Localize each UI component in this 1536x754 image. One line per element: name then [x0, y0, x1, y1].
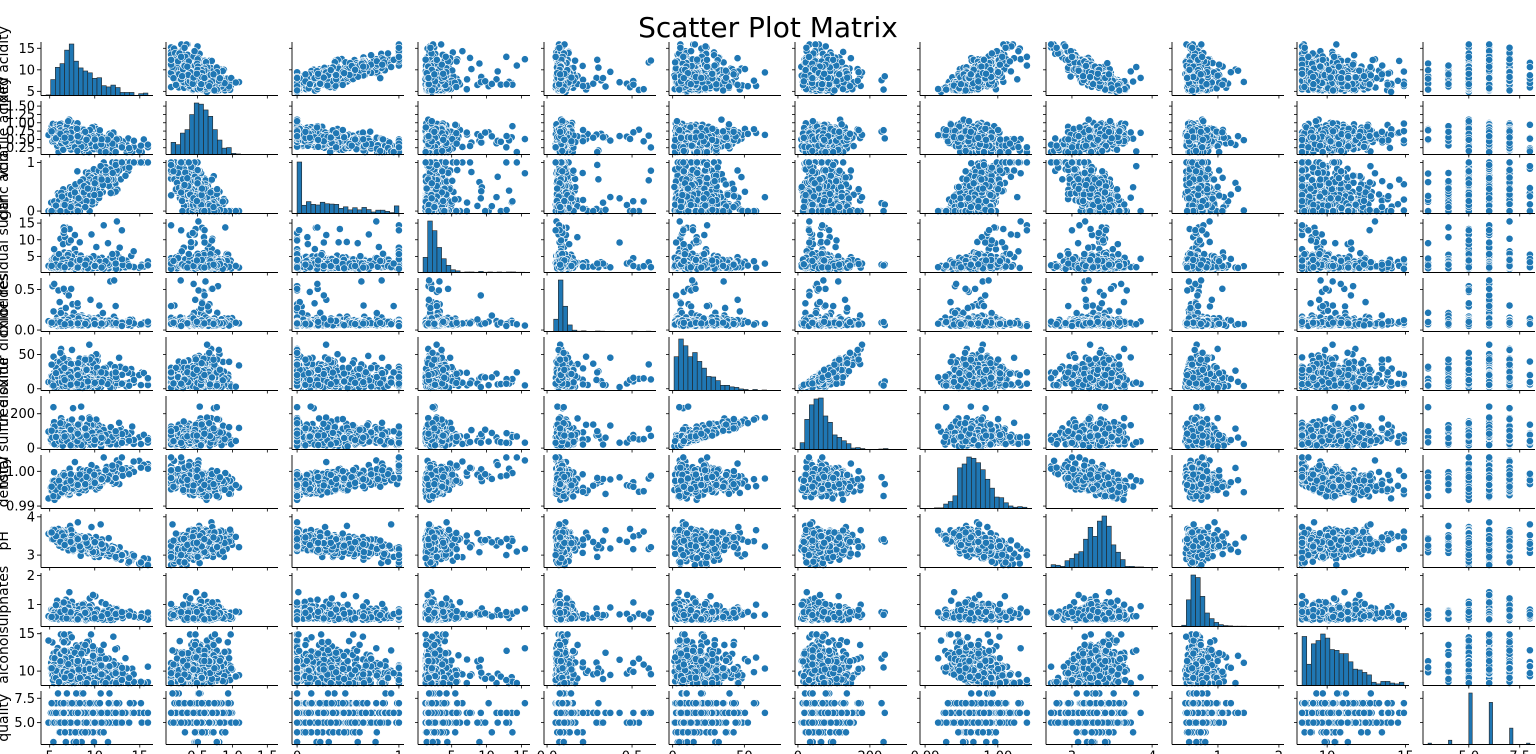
y-tick-label: 5	[27, 85, 35, 100]
scatter-point	[352, 66, 359, 73]
scatter-point	[367, 52, 374, 59]
histogram-bar	[92, 78, 97, 95]
histogram-bar	[106, 87, 111, 96]
histogram-bar	[120, 92, 125, 95]
scatter-point	[232, 79, 239, 86]
scatter-point	[379, 61, 386, 68]
scatter-point	[211, 87, 218, 94]
scatter-point	[210, 71, 217, 78]
histogram-bar	[74, 61, 79, 95]
scatter-point	[193, 70, 200, 77]
histogram-bar	[111, 85, 116, 95]
y-tick-label: 15	[18, 42, 35, 57]
scatter-point	[384, 50, 391, 57]
histogram-bar	[55, 67, 60, 95]
y-tick-label: 10	[18, 63, 35, 78]
scatter-point	[314, 70, 321, 77]
histogram-bar	[102, 86, 107, 96]
histogram-bar	[60, 64, 65, 96]
scatter-point	[327, 66, 334, 73]
histogram-bar	[97, 78, 102, 96]
panel-fixed-acidity-vs-volatile-acidity	[163, 41, 278, 99]
scatter-point	[463, 76, 470, 83]
scatter-point	[216, 75, 223, 82]
scatter-point	[395, 53, 402, 60]
chart-title: Scatter Plot Matrix	[638, 11, 898, 44]
histogram-bar	[69, 44, 74, 96]
scatter-point	[181, 44, 188, 51]
histogram-bar	[129, 92, 134, 95]
scatter-point	[395, 44, 402, 51]
scatter-point	[377, 75, 384, 82]
histogram-bar	[78, 68, 83, 96]
scatter-point	[178, 53, 185, 60]
scatter-point	[521, 56, 528, 63]
histogram-bar	[51, 80, 56, 96]
panel-fixed-acidity-vs-citric-acid	[289, 41, 404, 99]
scatter-point	[293, 74, 300, 81]
scatter-point	[388, 63, 395, 70]
scatter-point	[341, 70, 348, 77]
scatter-point	[184, 63, 191, 70]
scatter-point	[360, 63, 367, 70]
scatter-point	[167, 56, 174, 63]
scatter-point	[191, 48, 198, 55]
histogram-bar	[116, 88, 121, 96]
scatter-point	[463, 86, 470, 93]
scatter-point	[339, 81, 346, 88]
scatter-point	[306, 81, 313, 88]
scatter-point	[170, 75, 177, 82]
scatter-point	[179, 73, 186, 80]
scatter-point	[293, 87, 300, 94]
scatter-point	[302, 71, 309, 78]
histogram-bar	[83, 71, 88, 96]
scatter-point	[476, 60, 483, 67]
panel-fixed-acidity-vs-residual-sugar	[415, 41, 530, 99]
scatter-point	[201, 74, 208, 81]
histogram-bar	[88, 73, 93, 96]
histogram-bar	[65, 50, 70, 95]
scatter-point	[324, 82, 331, 89]
histogram-bar	[125, 92, 130, 95]
scatter-point	[172, 81, 179, 88]
